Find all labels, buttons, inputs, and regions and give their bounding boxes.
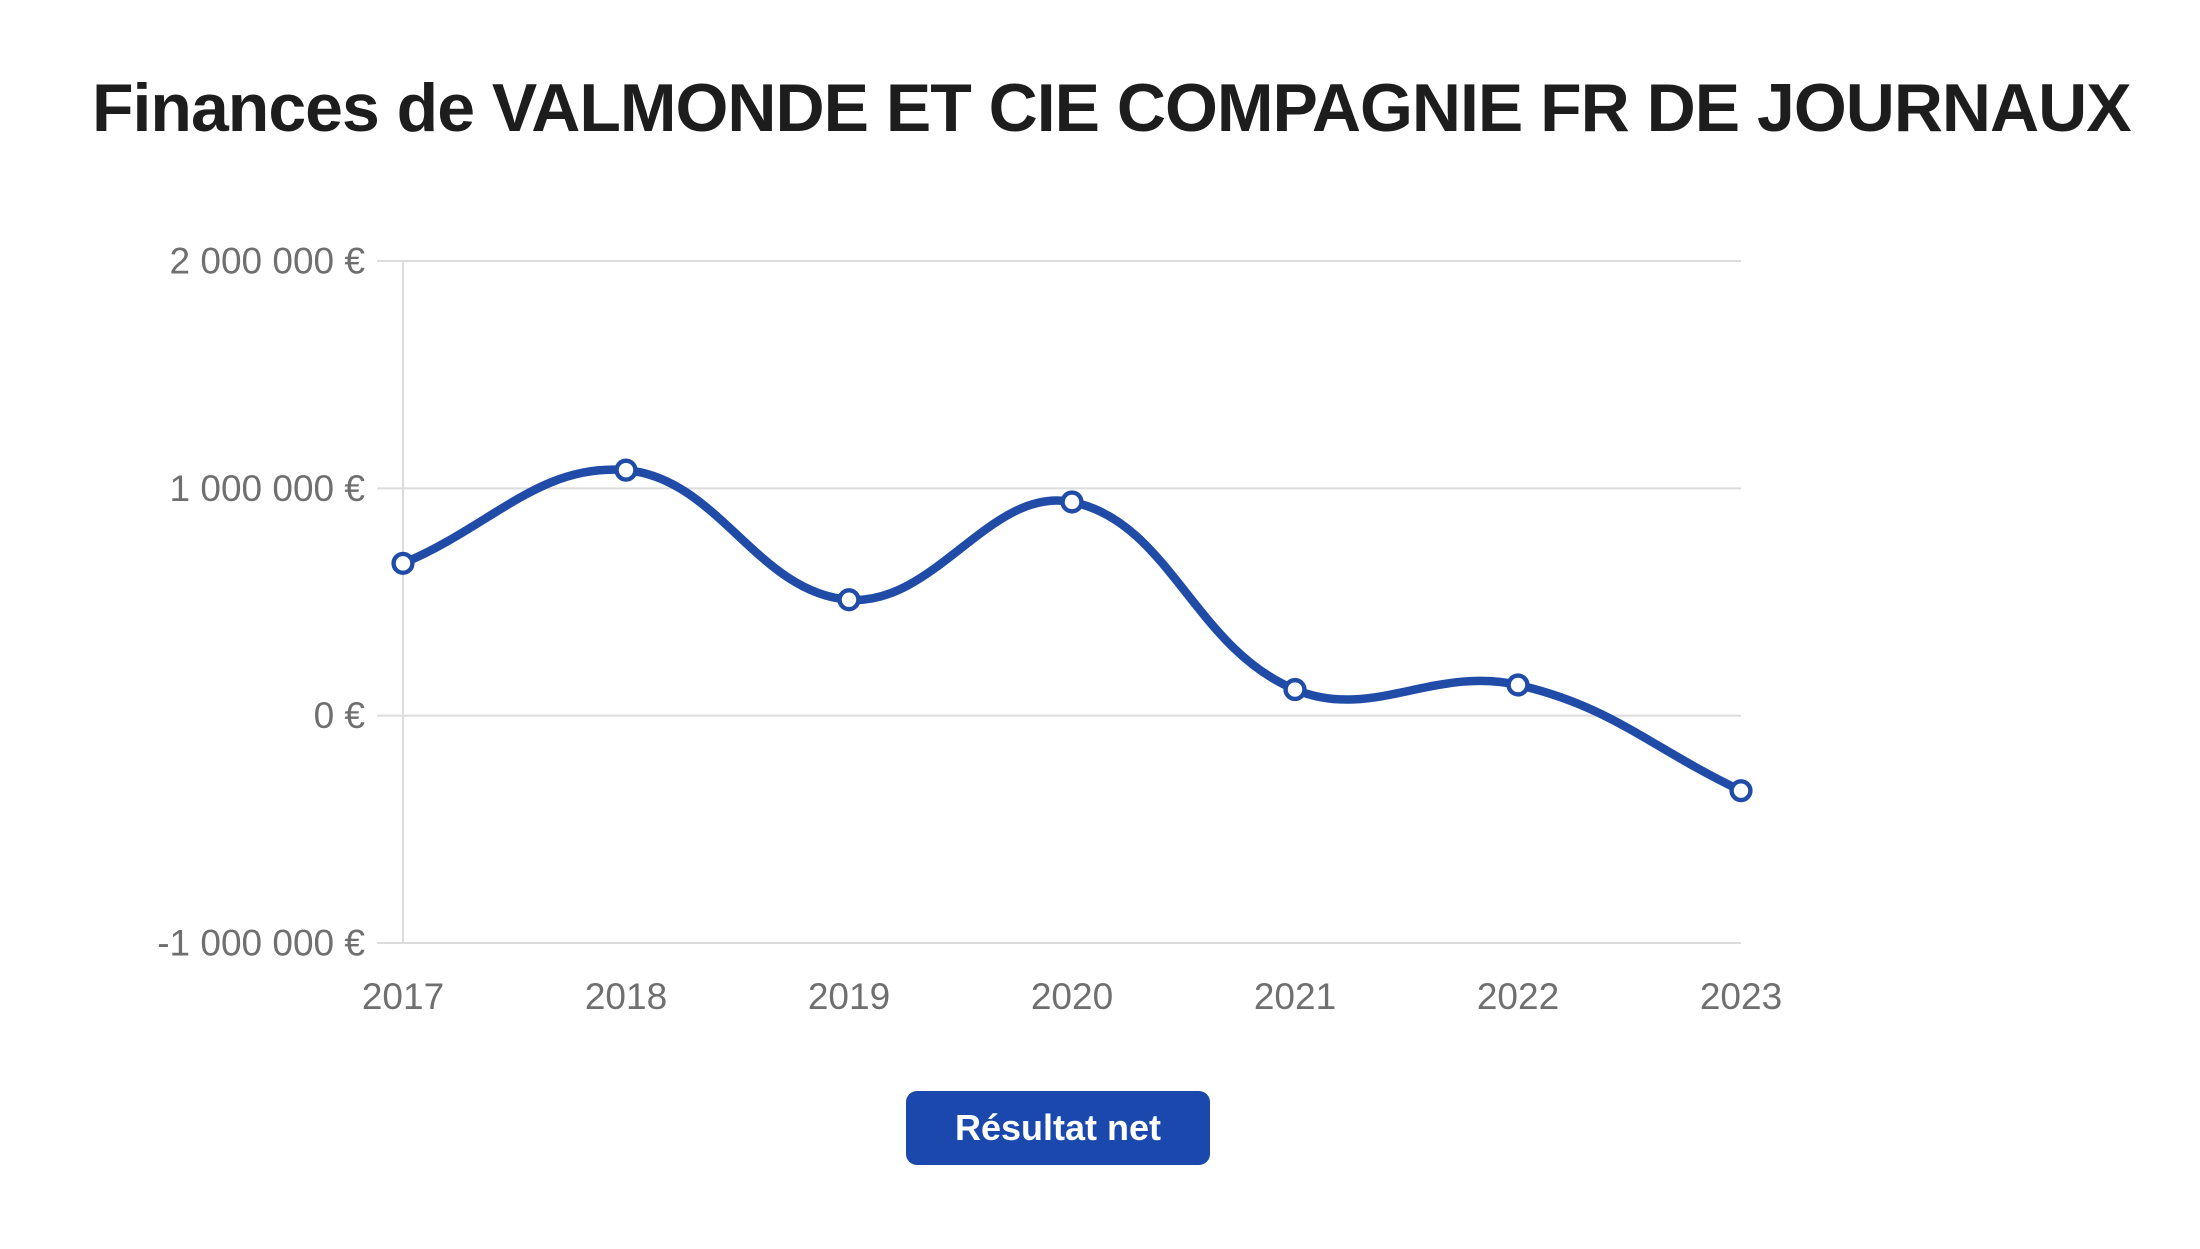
y-axis-label: 2 000 000 € [170, 241, 366, 282]
legend-button-label: Résultat net [954, 1107, 1162, 1148]
data-point-2017[interactable] [391, 551, 415, 575]
data-point-2020[interactable] [1060, 490, 1084, 514]
y-axis-label: 0 € [314, 695, 366, 736]
x-axis-label: 2023 [1700, 976, 1782, 1017]
x-axis-label: 2018 [585, 976, 667, 1017]
x-axis-label: 2022 [1477, 976, 1559, 1017]
x-axis-label: 2021 [1254, 976, 1336, 1017]
y-axis-label: 1 000 000 € [170, 468, 366, 509]
x-axis-label: 2017 [362, 976, 444, 1017]
x-axis-label: 2019 [808, 976, 890, 1017]
page-title: Finances de VALMONDE ET CIE COMPAGNIE FR… [92, 70, 2132, 146]
x-axis-label: 2020 [1031, 976, 1113, 1017]
data-point-2019[interactable] [837, 588, 861, 612]
data-point-2022[interactable] [1506, 673, 1530, 697]
legend-resultat-net-button[interactable]: Résultat net [906, 1091, 1210, 1165]
resultat-net-line [398, 465, 1746, 795]
data-point-2018[interactable] [614, 458, 638, 482]
y-axis-label: -1 000 000 € [157, 923, 365, 964]
data-point-2021[interactable] [1283, 677, 1307, 702]
data-point-2023[interactable] [1729, 779, 1753, 803]
